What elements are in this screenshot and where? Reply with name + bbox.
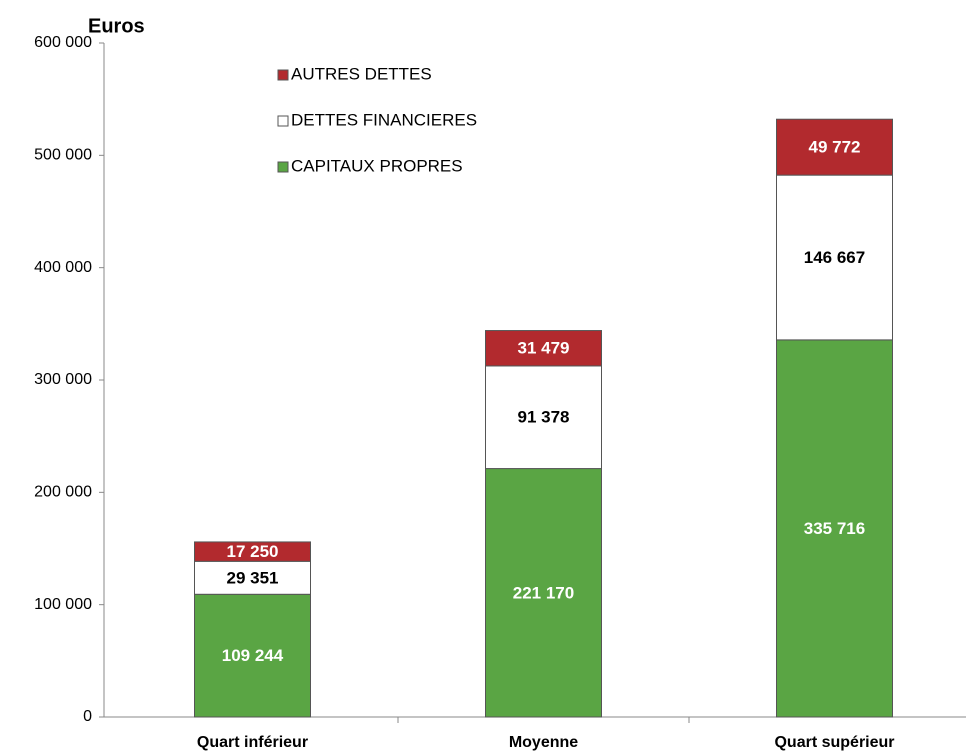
y-axis-title: Euros — [88, 15, 145, 37]
y-tick-label: 200 000 — [34, 484, 92, 501]
legend-label: AUTRES DETTES — [291, 64, 432, 83]
bar-segment — [485, 365, 602, 470]
data-label: 31 479 — [518, 339, 570, 358]
x-tick-label: Quart supérieur — [774, 734, 894, 751]
data-label: 91 378 — [518, 408, 570, 427]
y-tick-label: 100 000 — [34, 596, 92, 613]
bar-segment — [194, 541, 311, 562]
bar-segment — [776, 339, 893, 718]
y-tick-label: 300 000 — [34, 371, 92, 388]
legend-swatch — [277, 115, 289, 127]
bar-segment — [776, 118, 893, 176]
bar-segment — [194, 560, 311, 595]
y-tick-label: 600 000 — [34, 34, 92, 51]
data-label: 221 170 — [513, 583, 574, 602]
data-label: 29 351 — [227, 568, 279, 587]
legend-swatch — [277, 161, 289, 173]
y-tick-label: 0 — [83, 708, 92, 725]
bar-segment — [194, 593, 311, 718]
bar-segment — [776, 174, 893, 341]
x-tick-label: Quart inférieur — [197, 734, 308, 751]
data-label: 146 667 — [804, 248, 865, 267]
data-label: 17 250 — [227, 542, 279, 561]
x-tick-label: Moyenne — [509, 734, 578, 751]
data-label: 49 772 — [809, 138, 861, 157]
bar-segment — [485, 468, 602, 718]
legend-swatch — [277, 69, 289, 81]
y-tick-label: 400 000 — [34, 259, 92, 276]
y-tick-label: 500 000 — [34, 147, 92, 164]
legend-label: DETTES FINANCIERES — [291, 110, 477, 129]
bar-segment — [485, 330, 602, 367]
data-label: 109 244 — [222, 646, 284, 665]
data-label: 335 716 — [804, 519, 865, 538]
legend-label: CAPITAUX PROPRES — [291, 156, 463, 175]
